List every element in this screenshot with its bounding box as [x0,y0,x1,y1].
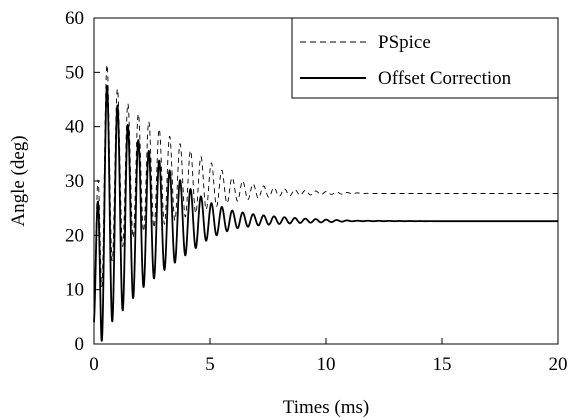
legend-entry-pspice: PSpice [378,32,431,53]
y-tick-label: 0 [75,334,85,355]
x-tick-label: 5 [205,354,215,375]
series-line-pspice [93,64,559,317]
y-tick-label: 30 [65,171,84,192]
y-tick-label: 50 [65,62,84,83]
y-tick-label: 60 [65,8,84,29]
series-line-offset-correction [93,84,559,342]
axis-layer: 0 5 10 15 20 0 10 20 30 40 50 60 [65,8,568,375]
x-tick-label: 10 [317,354,336,375]
y-tick-label: 10 [65,280,84,301]
y-axis-label: Angle (deg) [8,135,29,226]
series-layer [93,64,559,342]
x-axis-label: Times (ms) [283,397,369,418]
x-tick-label: 15 [433,354,452,375]
legend-entry-offset-correction: Offset Correction [378,68,512,89]
legend: PSpice Offset Correction [291,17,559,99]
x-tick-label: 0 [89,354,99,375]
x-tick-label: 20 [549,354,568,375]
y-tick-label: 40 [65,117,84,138]
legend-box [291,17,559,99]
y-tick-label: 20 [65,225,84,246]
